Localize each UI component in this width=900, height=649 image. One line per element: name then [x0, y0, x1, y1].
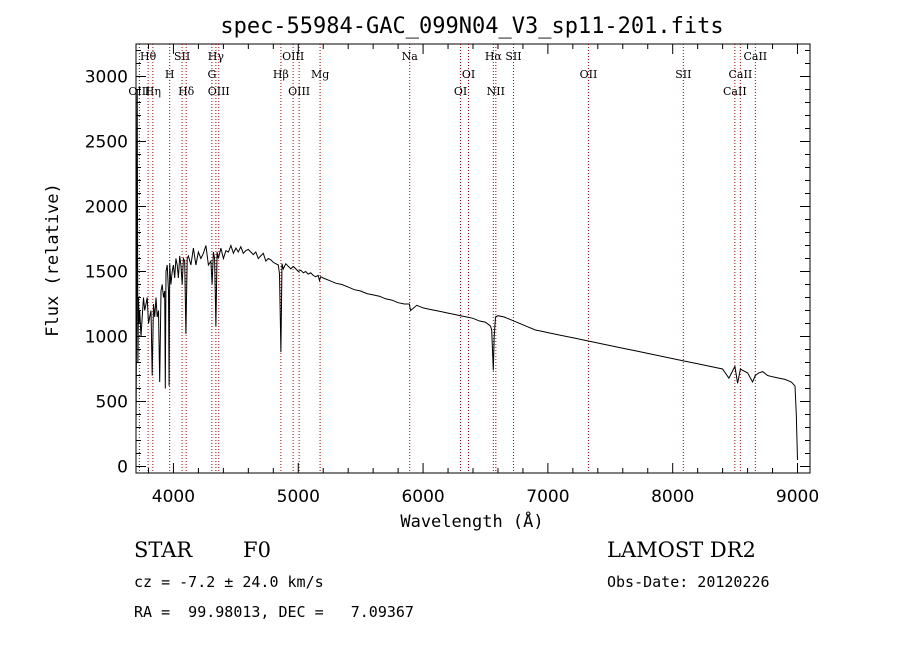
line-label-11: SII	[505, 50, 521, 63]
line-label-21: OI	[454, 85, 467, 98]
x-axis-ticks: 4000 5000 6000 7000 8000 9000	[147, 44, 819, 507]
line-label-14: CaII	[743, 50, 767, 63]
line-label-1: H	[165, 68, 175, 81]
x-tick-label: 9000	[776, 487, 819, 507]
chart-title: spec-55984-GAC_099N04_V3_sp11-201.fits	[220, 14, 723, 39]
line-label-0: Hθ	[140, 50, 157, 63]
x-tick-label: 7000	[526, 487, 569, 507]
x-tick-label: 8000	[651, 487, 694, 507]
line-label-18: Hδ	[178, 85, 195, 98]
y-tick-label: 3000	[85, 68, 128, 88]
redshift-value: cz = -7.2 ± 24.0 km/s	[134, 573, 324, 591]
line-label-13: SII	[675, 68, 691, 81]
x-tick-label: 5000	[277, 487, 320, 507]
coordinates: RA = 99.98013, DEC = 7.09367	[134, 603, 414, 621]
line-label-3: Hγ	[208, 50, 225, 63]
object-subclass: F0	[243, 538, 271, 562]
line-label-20: OIII	[288, 85, 310, 98]
spectrum-series-line	[135, 89, 798, 461]
y-axis-ticks: 0 500 1000 1500 2000 2500 3000	[85, 50, 810, 478]
spectral-line-markers	[138, 44, 756, 473]
y-axis-label: Flux (relative)	[43, 183, 63, 337]
line-label-17: Hη	[145, 85, 161, 98]
obs-date: Obs-Date: 20120226	[607, 573, 770, 591]
y-tick-label: 0	[117, 458, 128, 478]
line-label-5: OIII	[282, 50, 304, 63]
line-label-4: G	[207, 68, 216, 81]
y-tick-label: 2000	[85, 198, 128, 218]
object-class: STAR	[134, 538, 193, 562]
line-label-15: CaII	[729, 68, 753, 81]
y-tick-label: 2500	[85, 133, 128, 153]
y-tick-label: 1500	[85, 263, 128, 283]
x-tick-label: 6000	[401, 487, 444, 507]
line-label-8: Na	[402, 50, 419, 63]
survey-name: LAMOST DR2	[607, 538, 756, 562]
line-label-2: SII	[174, 50, 190, 63]
line-label-7: Mg	[311, 68, 329, 81]
line-label-9: OI	[462, 68, 475, 81]
line-label-23: CaII	[723, 85, 747, 98]
x-axis-label: Wavelength (Å)	[400, 510, 543, 532]
plot-frame	[135, 43, 811, 474]
line-label-16: OIII	[128, 85, 150, 98]
line-label-19: OIII	[208, 85, 230, 98]
line-label-22: NII	[487, 85, 505, 98]
y-tick-label: 1000	[85, 328, 128, 348]
line-label-6: Hβ	[273, 68, 289, 81]
line-label-12: OII	[580, 68, 598, 81]
y-tick-label: 500	[96, 393, 128, 413]
x-tick-label: 4000	[152, 487, 195, 507]
line-label-10: Hα	[485, 50, 503, 63]
